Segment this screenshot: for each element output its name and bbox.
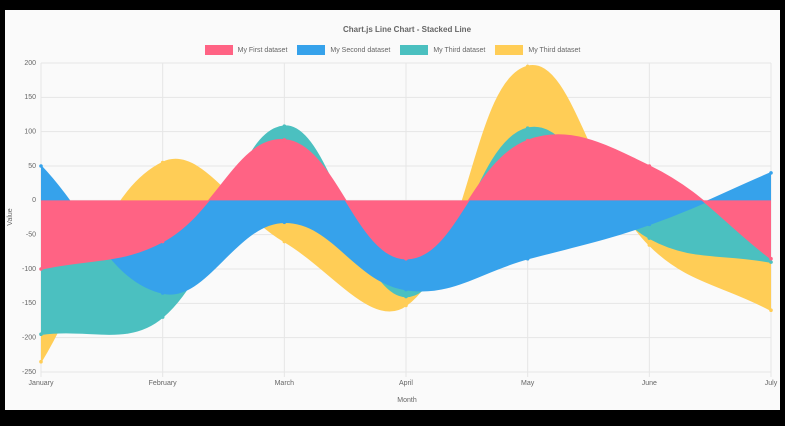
point — [769, 256, 773, 261]
legend-item[interactable]: My Third dataset — [400, 45, 485, 55]
point — [647, 236, 652, 240]
point — [404, 256, 408, 261]
point — [647, 243, 652, 247]
point — [282, 239, 287, 244]
legend-label: My Second dataset — [330, 46, 391, 54]
x-axis-label: Month — [397, 397, 417, 404]
y-tick-label: 200 — [24, 60, 36, 67]
legend: My First dataset My Second dataset My Thir… — [5, 45, 780, 55]
x-tick-label: April — [399, 380, 413, 387]
area — [41, 134, 771, 269]
point — [769, 308, 773, 313]
areas — [39, 64, 773, 364]
point — [404, 287, 408, 292]
point — [282, 124, 287, 128]
x-tick-label: February — [149, 380, 178, 387]
legend-swatch — [495, 45, 524, 55]
y-tick-label: 150 — [24, 94, 36, 101]
point — [525, 126, 530, 131]
point — [39, 332, 43, 337]
point — [39, 267, 43, 271]
point — [160, 291, 165, 295]
y-tick-label: 0 — [32, 197, 36, 204]
point — [404, 303, 408, 308]
x-tick-label: July — [765, 380, 778, 387]
y-tick-label: -200 — [22, 335, 36, 342]
point — [282, 220, 287, 225]
point — [525, 256, 530, 261]
point — [647, 164, 652, 168]
legend-swatch — [297, 45, 326, 55]
chart-title: Chart.js Line Chart - Stacked Line — [343, 25, 472, 34]
legend-swatch — [204, 45, 233, 55]
x-tick-label: May — [521, 380, 535, 387]
point — [525, 64, 530, 69]
point — [160, 239, 165, 244]
point — [160, 160, 165, 165]
point — [39, 359, 43, 364]
y-tick-label: 100 — [24, 129, 36, 136]
legend-label: My First dataset — [237, 46, 288, 54]
legend-swatch — [400, 45, 429, 55]
legend-item[interactable]: My Second dataset — [297, 45, 390, 55]
x-tick-label: January — [29, 380, 54, 387]
x-tick-label: June — [642, 380, 657, 387]
point — [160, 315, 165, 319]
y-tick-label: -150 — [22, 300, 36, 307]
legend-label: My Third dataset — [433, 46, 486, 54]
point — [404, 294, 408, 299]
point — [769, 171, 773, 175]
legend-label: My Third dataset — [528, 46, 581, 54]
point — [769, 260, 773, 264]
point — [282, 138, 287, 142]
point — [525, 138, 530, 143]
y-tick-label: -250 — [22, 369, 36, 376]
x-tick-label: March — [275, 380, 295, 387]
y-tick-label: 50 — [28, 163, 36, 170]
point — [647, 222, 652, 227]
y-tick-label: -100 — [22, 266, 36, 273]
y-tick-label: -50 — [26, 232, 36, 239]
y-axis-label: Value — [7, 208, 14, 225]
legend-item[interactable]: My Third dataset — [495, 45, 580, 55]
legend-item[interactable]: My First dataset — [204, 45, 288, 55]
point — [39, 164, 43, 168]
